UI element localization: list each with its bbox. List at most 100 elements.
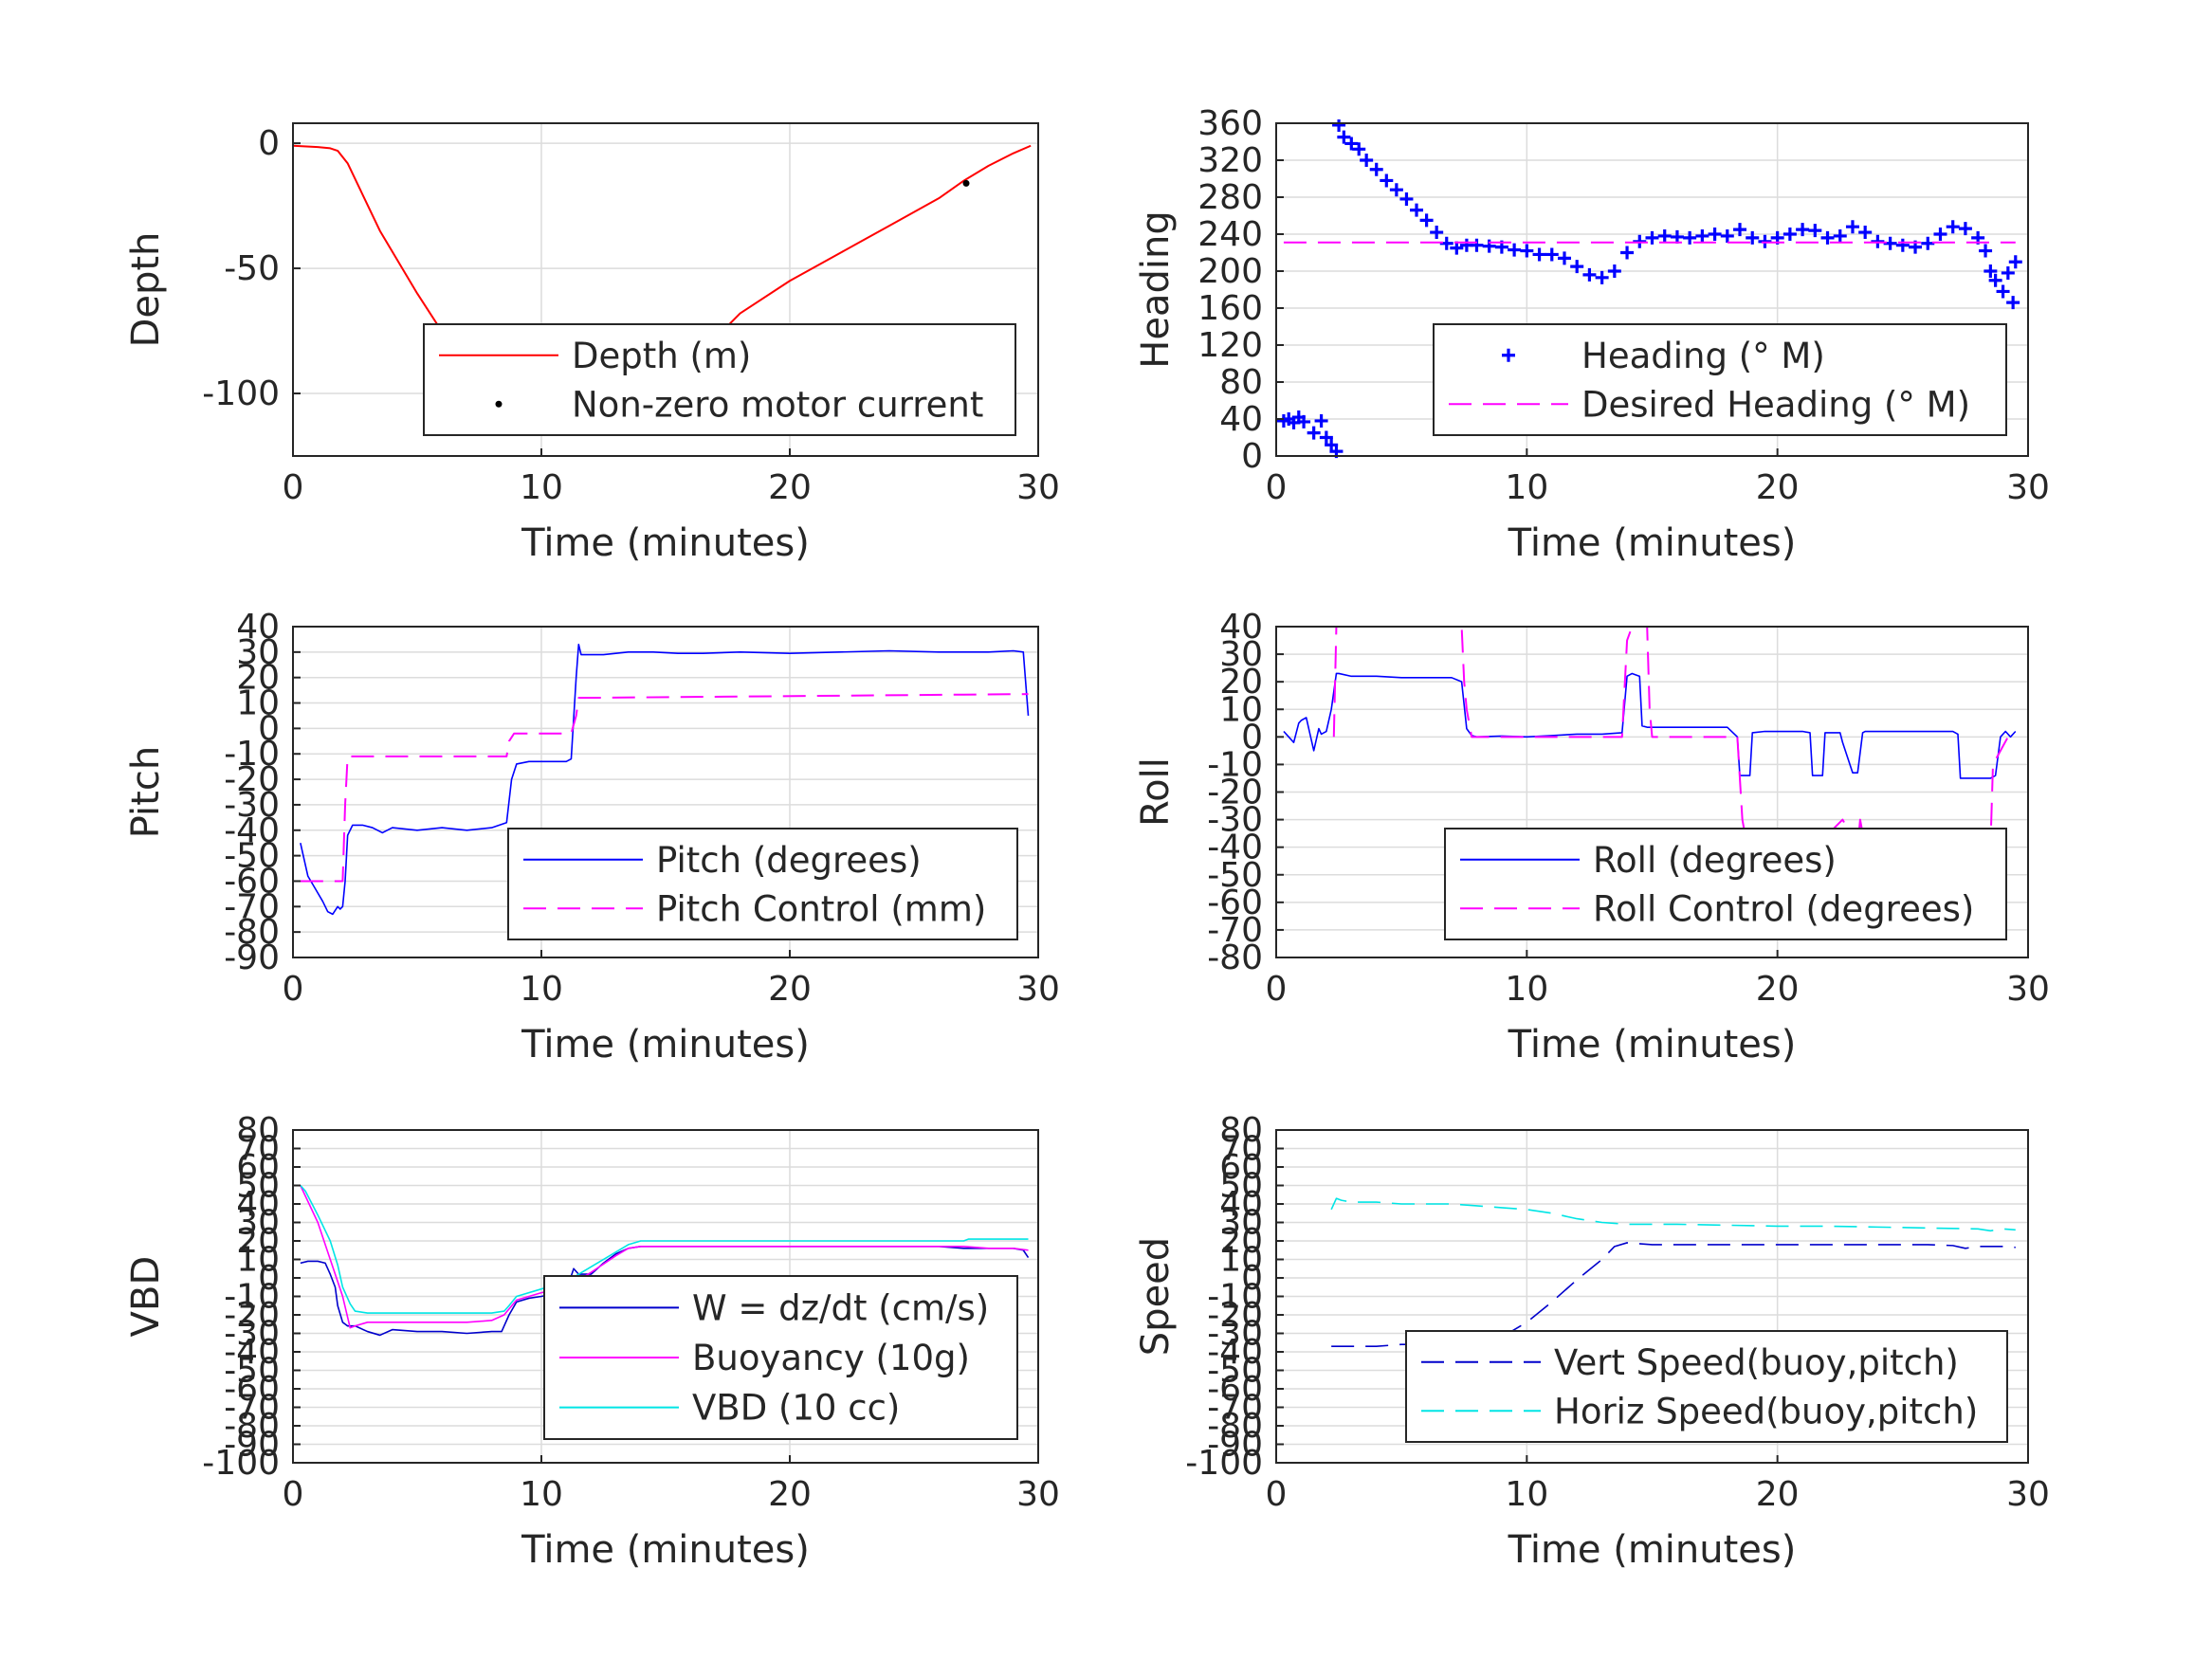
vbd-legend-label: Buoyancy (10g) [692, 1338, 970, 1378]
speed-y-tick-label: -10 [1207, 1278, 1263, 1317]
pitch-y-tick-label: -90 [224, 939, 280, 977]
vbd-y-tick-label: 50 [236, 1167, 280, 1206]
depth-y-tick-label: -100 [202, 374, 280, 413]
vbd-y-axis-label: VBD [124, 1256, 168, 1338]
heading-heading-point [1399, 191, 1414, 206]
vbd-y-tick-label: -20 [224, 1296, 280, 1335]
heading-heading-point [1545, 247, 1559, 262]
heading-heading-point [1332, 119, 1346, 132]
heading-heading-point [1820, 230, 1835, 245]
vbd-y-tick-label: -30 [224, 1315, 280, 1354]
heading-heading-point [1720, 228, 1734, 243]
vbd-y-tick-label: -60 [224, 1370, 280, 1409]
vbd-y-tick-label: 0 [258, 1259, 280, 1298]
vbd-legend-label: W = dz/dt (cm/s) [692, 1287, 989, 1328]
pitch-y-tick-label: -50 [224, 837, 280, 876]
depth-x-tick-label: 0 [283, 468, 304, 507]
vbd-x-tick-label: 0 [283, 1475, 304, 1514]
pitch-x-tick-label: 10 [520, 970, 563, 1009]
heading-heading-point [1450, 241, 1464, 255]
speed-y-axis-label: Speed [1134, 1237, 1178, 1356]
depth-axes-frame [292, 122, 1039, 457]
roll-x-axis-label: Time (minutes) [1508, 1023, 1797, 1066]
vbd-y-tick-label: 40 [236, 1185, 280, 1224]
heading-heading-point [1695, 228, 1709, 243]
heading-heading-point [1979, 244, 1993, 258]
vbd-y-tick-label: 10 [236, 1241, 280, 1280]
vbd-y-tick-label: -50 [224, 1352, 280, 1391]
heading-legend-box [1433, 323, 2007, 436]
heading-heading-point [2001, 265, 2015, 280]
depth-panel: 0 10 20 30 0 -50 -100 Time (minutes) Depth Depth … [124, 122, 1060, 565]
roll-y-tick-label: -70 [1207, 911, 1263, 950]
vbd-y-tick-label: 20 [236, 1222, 280, 1261]
heading-heading-point [1532, 247, 1546, 262]
speed-y-tick-label: -100 [1185, 1444, 1263, 1483]
heading-y-axis-label: Heading [1134, 210, 1178, 368]
heading-heading-point [1607, 264, 1621, 278]
heading-heading-point [1683, 230, 1697, 245]
speed-y-tick-label: -80 [1207, 1407, 1263, 1446]
roll-plot-area [1283, 626, 2017, 848]
heading-heading-point [1670, 229, 1684, 244]
roll-legend-label: Roll Control (degrees) [1593, 888, 1974, 929]
roll-y-tick-label: 40 [1219, 608, 1263, 647]
heading-y-tick-label: 160 [1197, 289, 1263, 328]
pitch-y-tick-label: -80 [224, 913, 280, 952]
speed-y-tick-label: -40 [1207, 1333, 1263, 1372]
roll-y-tick-label: 30 [1219, 635, 1263, 674]
depth-motor-current-point [962, 179, 970, 187]
speed-y-tick-label: 30 [1219, 1204, 1263, 1243]
heading-y-tick-label: 0 [1241, 437, 1263, 476]
vbd-x-tick-label: 10 [520, 1475, 563, 1514]
roll-x-tick-label: 20 [1756, 970, 1800, 1009]
heading-legend-label: Desired Heading (° M) [1581, 384, 1970, 425]
speed-legend-label: Horiz Speed(buoy,pitch) [1554, 1391, 1978, 1431]
heading-heading-point [1314, 413, 1328, 428]
heading-heading-point [1508, 243, 1522, 257]
roll-series-2-line [1332, 626, 2009, 848]
speed-y-tick-label: 0 [1241, 1259, 1263, 1298]
depth-x-tick-label: 30 [1016, 468, 1060, 507]
pitch-legend-label: Pitch (degrees) [656, 840, 922, 881]
roll-y-tick-label: -40 [1207, 829, 1263, 867]
heading-legend-label: Heading (° M) [1581, 336, 1825, 376]
speed-y-tick-label: -30 [1207, 1315, 1263, 1354]
depth-legend: Depth (m) Non-zero motor current [423, 323, 1016, 436]
heading-x-tick-label: 0 [1266, 468, 1288, 507]
heading-heading-point [1520, 244, 1534, 258]
pitch-y-tick-label: -20 [224, 760, 280, 799]
vbd-legend: W = dz/dt (cm/s) Buoyancy (10g) VBD (10 cc… [543, 1275, 1018, 1440]
speed-plot-area [1330, 1197, 2016, 1347]
roll-legend-label: Roll (degrees) [1593, 840, 1837, 881]
heading-y-tick-label: 240 [1197, 215, 1263, 254]
heading-heading-point [1946, 220, 1960, 234]
heading-heading-point [1557, 251, 1571, 265]
pitch-panel: 0 10 20 30403020100-10-20-30-40-50-60-70-80… [124, 608, 1060, 1066]
depth-x-axis-label: Time (minutes) [521, 521, 810, 565]
heading-heading-point [1958, 222, 1972, 236]
heading-heading-point [1983, 264, 1998, 278]
heading-heading-point [1645, 230, 1659, 245]
heading-heading-point [1708, 228, 1722, 241]
pitch-y-tick-label: 20 [236, 659, 280, 698]
speed-x-tick-label: 10 [1505, 1475, 1548, 1514]
roll-series-1-line [1283, 672, 2017, 779]
depth-y-axis-label: Depth [124, 232, 168, 348]
heading-y-tick-label: 360 [1197, 104, 1263, 143]
heading-y-tick-label: 280 [1197, 178, 1263, 217]
pitch-x-tick-label: 20 [768, 970, 812, 1009]
speed-y-tick-label: 10 [1219, 1241, 1263, 1280]
heading-x-tick-label: 30 [2006, 468, 2050, 507]
vbd-y-tick-label: -80 [224, 1407, 280, 1446]
vbd-x-tick-label: 20 [768, 1475, 812, 1514]
depth-y-tick-label: 0 [258, 124, 280, 163]
pitch-y-axis-label: Pitch [124, 746, 168, 838]
pitch-y-tick-label: -60 [224, 862, 280, 901]
heading-y-tick-label: 40 [1219, 400, 1263, 439]
heading-heading-point [1470, 238, 1484, 252]
pitch-series-1-line [300, 643, 1030, 916]
pitch-series-2-line [300, 693, 1029, 883]
